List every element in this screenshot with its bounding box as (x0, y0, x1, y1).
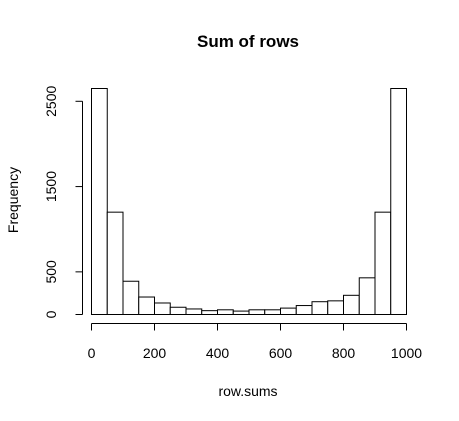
x-tick-label: 1000 (391, 345, 422, 361)
histogram-bar (390, 88, 407, 315)
histogram-bar (311, 301, 329, 315)
histogram-bar (122, 280, 140, 315)
histogram-bar (201, 310, 218, 316)
histogram-bar (217, 309, 234, 315)
histogram-bar (232, 310, 250, 315)
chart-title: Sum of rows (197, 32, 299, 51)
histogram-bar (295, 305, 313, 315)
histogram-bar (327, 300, 344, 316)
histogram-bar (264, 309, 281, 315)
y-tick-label: 1500 (43, 171, 59, 202)
x-tick-label: 800 (332, 345, 356, 361)
histogram-bar (138, 296, 155, 315)
x-axis: 0 200 400 600 800 1000 (88, 323, 422, 361)
y-axis: 0 500 1500 2500 (43, 86, 83, 318)
x-tick-label: 600 (269, 345, 293, 361)
histogram-bar (169, 306, 187, 315)
histogram-bar (106, 211, 124, 315)
x-tick-label: 200 (143, 345, 167, 361)
y-tick-label: 2500 (43, 86, 59, 117)
x-axis-label: row.sums (218, 383, 277, 399)
histogram-bar (358, 277, 376, 315)
y-tick-label: 500 (43, 260, 59, 284)
histogram-bar (91, 88, 108, 315)
histogram-bar (343, 294, 360, 315)
y-tick-label: 0 (43, 310, 59, 318)
bars-group (91, 88, 407, 316)
histogram-bar (185, 308, 203, 315)
histogram-bar (248, 309, 266, 315)
histogram-bar (374, 211, 392, 315)
x-tick-label: 0 (88, 345, 96, 361)
x-tick-label: 400 (206, 345, 230, 361)
histogram-bar (280, 307, 297, 316)
y-axis-label: Frequency (5, 167, 21, 233)
histogram-bar (154, 302, 171, 315)
